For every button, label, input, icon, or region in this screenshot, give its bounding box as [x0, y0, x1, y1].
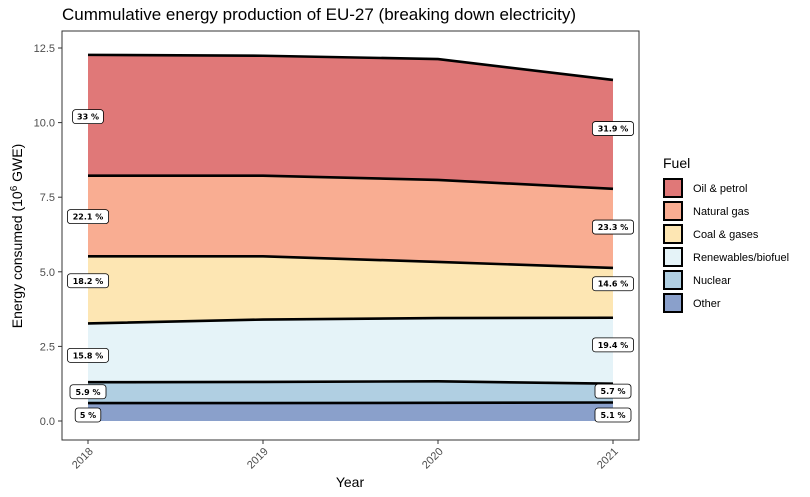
y-tick-label: 2.5	[40, 341, 55, 353]
svg-text:15.8 %: 15.8 %	[73, 351, 104, 360]
boundary-line-nuclear	[87, 380, 614, 385]
x-tick-label: 2018	[70, 446, 96, 472]
boundary-line-other	[88, 401, 614, 405]
chart-title: Cummulative energy production of EU-27 (…	[62, 5, 576, 24]
boundary-line-natural-gas	[88, 174, 614, 191]
percent-labels: 33 % 22.1 % 18.2 % 15.8 % 5.9 % 5 % 31.9 % 23.3…	[67, 109, 635, 423]
x-tick-label: 2021	[595, 446, 621, 472]
percent-label: 23.3 %	[592, 219, 635, 235]
legend-swatch	[663, 178, 683, 198]
x-tick-label: 2020	[420, 446, 446, 472]
svg-text:18.2 %: 18.2 %	[73, 277, 104, 286]
svg-text:14.6 %: 14.6 %	[598, 280, 629, 289]
x-axis: 2018 2019 2020 2021	[70, 440, 621, 471]
svg-text:22.1 %: 22.1 %	[73, 213, 104, 222]
area-renewables-biofuel	[88, 317, 613, 384]
svg-text:19.4 %: 19.4 %	[598, 341, 629, 350]
area-layers	[88, 54, 613, 421]
legend-swatch	[663, 293, 683, 313]
percent-label: 19.4 %	[592, 337, 635, 353]
percent-label: 5.7 %	[594, 383, 632, 399]
y-tick-label: 12.5	[34, 43, 55, 55]
svg-text:5 %: 5 %	[80, 411, 96, 420]
area-coal-gases	[88, 256, 613, 324]
legend-label: Oil & petrol	[693, 183, 747, 195]
boundary-line-coal-gases	[88, 254, 614, 270]
area-oil-petrol	[88, 54, 613, 189]
percent-label: 31.9 %	[592, 121, 635, 136]
percent-label: 22.1 %	[67, 209, 110, 224]
y-tick-label: 10.0	[34, 118, 55, 130]
y-tick-label: 0.0	[40, 416, 55, 428]
svg-text:5.7 %: 5.7 %	[601, 387, 626, 396]
percent-label: 15.8 %	[67, 347, 110, 363]
svg-text:33 %: 33 %	[77, 113, 99, 122]
legend-label: Nuclear	[693, 275, 731, 287]
legend-swatch	[663, 224, 683, 244]
percent-label: 14.6 %	[592, 276, 635, 292]
legend-title: Fuel	[663, 155, 690, 171]
legend-swatch	[663, 201, 683, 221]
legend-label: Renewables/biofuel	[693, 252, 789, 264]
percent-label: 18.2 %	[67, 273, 110, 289]
x-axis-title: Year	[336, 474, 365, 490]
legend-swatch	[663, 270, 683, 290]
y-axis-title: Energy consumed (106 GWE)	[9, 144, 25, 329]
area-natural-gas	[88, 175, 613, 268]
svg-text:31.9 %: 31.9 %	[598, 125, 629, 134]
legend: Fuel Oil & petrol Natural gas Coal & gases…	[663, 155, 789, 313]
percent-label: 33 %	[72, 109, 104, 125]
percent-label: 5 %	[74, 407, 102, 423]
y-tick-label: 7.5	[40, 192, 55, 204]
svg-text:23.3 %: 23.3 %	[598, 223, 629, 232]
legend-label: Other	[693, 298, 721, 310]
percent-label: 5.1 %	[594, 407, 632, 423]
boundary-line-oil-petrol	[87, 53, 614, 82]
svg-text:5.1 %: 5.1 %	[601, 411, 626, 420]
area-nuclear	[88, 381, 613, 404]
svg-text:5.9 %: 5.9 %	[76, 388, 101, 397]
area-other	[88, 402, 613, 421]
x-tick-label: 2019	[245, 446, 271, 472]
y-axis: 0.0 2.5 5.0 7.5 10.0 12.5	[34, 43, 62, 428]
y-tick-label: 5.0	[40, 267, 55, 279]
legend-label: Coal & gases	[693, 229, 759, 241]
boundary-line-renewables-biofuel	[87, 316, 614, 325]
boundary-lines	[87, 53, 614, 405]
legend-swatch	[663, 247, 683, 267]
legend-label: Natural gas	[693, 206, 750, 218]
percent-label: 5.9 %	[69, 384, 107, 400]
